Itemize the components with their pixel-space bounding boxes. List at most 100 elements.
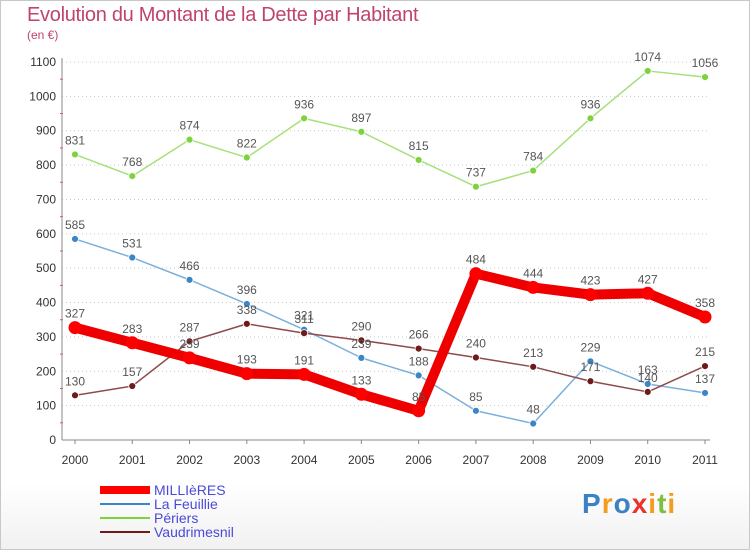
data-label: 311 [295,312,314,326]
data-label: 358 [695,296,715,310]
data-label: 213 [523,346,543,360]
data-label: 936 [294,97,314,111]
data-label: 157 [122,365,142,379]
data-label: 936 [580,97,600,111]
data-point [357,353,366,362]
legend-label: Vaudrimesnil [154,524,234,540]
data-label: 215 [695,345,715,359]
data-point [698,310,712,324]
data-label: 585 [65,218,85,232]
data-label: 815 [409,139,429,153]
data-point [526,280,540,294]
data-label: 484 [466,253,486,267]
data-label: 229 [580,340,600,354]
data-label: 48 [527,403,541,417]
x-tick-label: 2007 [463,453,490,467]
data-point [529,362,538,371]
x-tick-label: 2003 [233,453,260,467]
x-tick-label: 2002 [176,453,203,467]
data-point [357,127,366,136]
data-point [71,235,79,243]
legend-swatch [100,486,150,494]
data-point [472,406,480,415]
data-point [583,288,597,302]
data-label: 321 [294,309,314,323]
data-label: 140 [638,371,658,385]
data-point [643,67,652,75]
y-tick-label: 800 [36,158,56,172]
proxiti-logo: Proxiti [582,488,677,519]
data-label: 137 [695,372,715,386]
y-tick-label: 400 [36,296,56,310]
data-point [300,329,308,338]
data-point [354,387,368,401]
data-point [701,362,709,371]
data-label: 427 [638,272,658,286]
data-point [412,404,426,418]
legend-label: La Feuillie [154,496,218,512]
legend-item: Périers [100,511,234,525]
data-label: 466 [180,259,200,273]
x-tick-label: 2008 [520,453,547,467]
data-point [643,387,652,396]
legend-item: Vaudrimesnil [100,525,234,539]
data-point [125,336,139,350]
data-label: 191 [294,353,314,367]
chart-subtitle: (en €) [27,28,59,42]
data-point [414,371,423,380]
legend-label: MILLIèRES [154,482,226,498]
data-point [185,275,194,284]
data-point [529,166,538,175]
data-point [472,182,480,191]
data-label: 188 [409,354,429,368]
data-point [300,114,308,123]
x-tick-label: 2000 [62,453,89,467]
data-label: 290 [351,319,371,333]
series-line-3 [74,323,706,397]
data-point [185,337,194,346]
data-label: 240 [466,337,486,351]
series-line-1 [74,238,706,425]
x-tick-label: 2010 [634,453,661,467]
data-label: 396 [237,283,257,297]
data-label: 193 [237,353,257,367]
data-point [183,351,197,365]
data-label: 737 [466,166,486,180]
data-label: 163 [638,363,658,377]
data-point [529,419,538,428]
y-tick-label: 300 [36,330,56,344]
x-tick-label: 2006 [405,453,432,467]
data-label: 171 [580,360,600,374]
data-point [242,300,251,308]
data-label: 239 [351,337,371,351]
data-point [701,73,709,82]
series-line-2 [74,70,706,188]
chart-title: Evolution du Montant de la Dette par Hab… [27,4,419,26]
data-label: 327 [65,307,85,321]
y-tick-label: 600 [36,227,56,241]
legend-swatch [100,531,150,533]
x-tick-label: 2001 [119,453,146,467]
y-tick-label: 700 [36,192,56,206]
data-point [469,267,483,281]
y-tick-label: 1100 [30,55,56,69]
legend-item: MILLIèRES [100,483,234,497]
legend-swatch [100,517,150,519]
y-tick-label: 900 [36,124,56,138]
data-point [128,172,137,180]
data-point [586,377,595,386]
legend-item: La Feuillie [100,497,234,511]
data-label: 266 [409,328,429,342]
data-label: 338 [237,303,257,317]
data-point [701,389,709,397]
data-label: 831 [65,133,85,147]
data-label: 897 [351,111,371,125]
data-point [641,286,655,300]
data-point [242,319,251,328]
data-point [185,135,194,144]
data-point [71,391,79,400]
data-point [357,336,366,345]
data-point [414,156,423,164]
data-point [242,153,251,162]
data-label: 1056 [692,56,719,70]
